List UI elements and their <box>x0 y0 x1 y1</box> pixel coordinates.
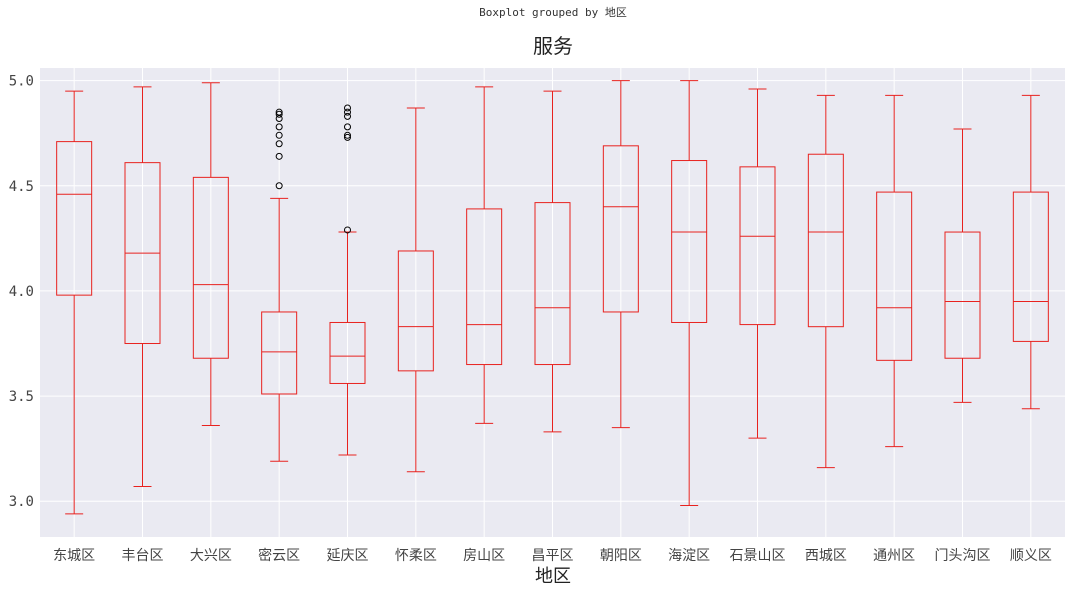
x-tick-label: 延庆区 <box>327 548 369 564</box>
x-tick-label: 怀柔区 <box>395 548 437 564</box>
y-tick-label: 4.5 <box>9 179 34 195</box>
box-石景山区 <box>739 88 776 439</box>
box-门头沟区 <box>944 128 981 403</box>
outlier-point <box>275 131 283 139</box>
iqr-box <box>807 153 844 328</box>
box-东城区 <box>56 90 93 515</box>
outlier-point <box>344 133 351 141</box>
x-tick-label: 大兴区 <box>190 548 232 564</box>
iqr-box <box>1012 191 1049 342</box>
box-通州区 <box>876 94 913 448</box>
x-axis-ticks: 东城区 丰台区 大兴区 密云区 延庆区 怀柔区 房山区 昌平区 朝阳区 海淀区 石景山区 西城区 通州区… <box>53 547 1052 564</box>
iqr-box <box>671 160 708 323</box>
y-tick-label: 5.0 <box>9 74 34 90</box>
iqr-box <box>56 141 93 296</box>
outlier-point <box>344 131 351 139</box>
iqr-box <box>534 202 571 366</box>
outlier-point <box>344 108 351 116</box>
x-tick-label: 东城区 <box>53 548 95 564</box>
x-tick-label: 海淀区 <box>668 548 710 564</box>
iqr-box <box>944 231 981 359</box>
box-丰台区 <box>124 86 161 488</box>
box-昌平区 <box>534 90 571 433</box>
box-顺义区 <box>1012 94 1049 410</box>
outlier-point <box>275 110 283 118</box>
box-怀柔区 <box>397 107 434 473</box>
outlier-point <box>344 123 351 131</box>
y-tick-label: 3.0 <box>9 494 34 510</box>
x-tick-label: 石景山区 <box>730 548 786 564</box>
x-tick-label: 房山区 <box>463 548 505 564</box>
x-tick-label: 顺义区 <box>1010 548 1052 564</box>
outlier-point <box>275 140 283 148</box>
box-延庆区 <box>329 104 366 456</box>
outlier-point <box>344 104 351 112</box>
x-tick-label: 密云区 <box>258 547 300 564</box>
box-大兴区 <box>192 82 229 427</box>
iqr-box <box>329 321 366 384</box>
outlier-point <box>344 112 351 120</box>
outlier-point <box>275 182 283 190</box>
x-tick-label: 朝阳区 <box>600 548 642 564</box>
y-tick-label: 4.0 <box>9 284 34 300</box>
iqr-box <box>397 250 434 372</box>
x-tick-label: 昌平区 <box>532 548 574 564</box>
boxes <box>56 80 1049 515</box>
iqr-box <box>261 311 298 395</box>
iqr-box <box>466 208 503 366</box>
outlier-point <box>344 226 351 234</box>
box-西城区 <box>807 94 844 469</box>
box-海淀区 <box>671 80 708 506</box>
y-tick-label: 3.5 <box>9 389 34 405</box>
box-房山区 <box>466 86 503 424</box>
outlier-point <box>275 152 283 160</box>
chart-title: 服务 <box>533 34 573 58</box>
box-密云区 <box>261 108 298 462</box>
x-tick-label: 门头沟区 <box>935 548 991 564</box>
x-tick-label: 丰台区 <box>122 548 164 564</box>
box-朝阳区 <box>602 80 639 429</box>
y-axis-ticks: 3.0 3.5 4.0 4.5 5.0 <box>9 74 34 511</box>
iqr-box <box>192 176 229 359</box>
x-axis-label: 地区 <box>535 566 571 587</box>
chart-suptitle: Boxplot grouped by 地区 <box>479 6 627 19</box>
iqr-box <box>876 191 913 361</box>
outlier-point <box>275 108 283 116</box>
x-tick-label: 西城区 <box>805 548 847 564</box>
iqr-box <box>739 166 776 326</box>
outlier-point <box>275 123 283 131</box>
iqr-box <box>602 145 639 313</box>
x-tick-label: 通州区 <box>873 548 915 564</box>
